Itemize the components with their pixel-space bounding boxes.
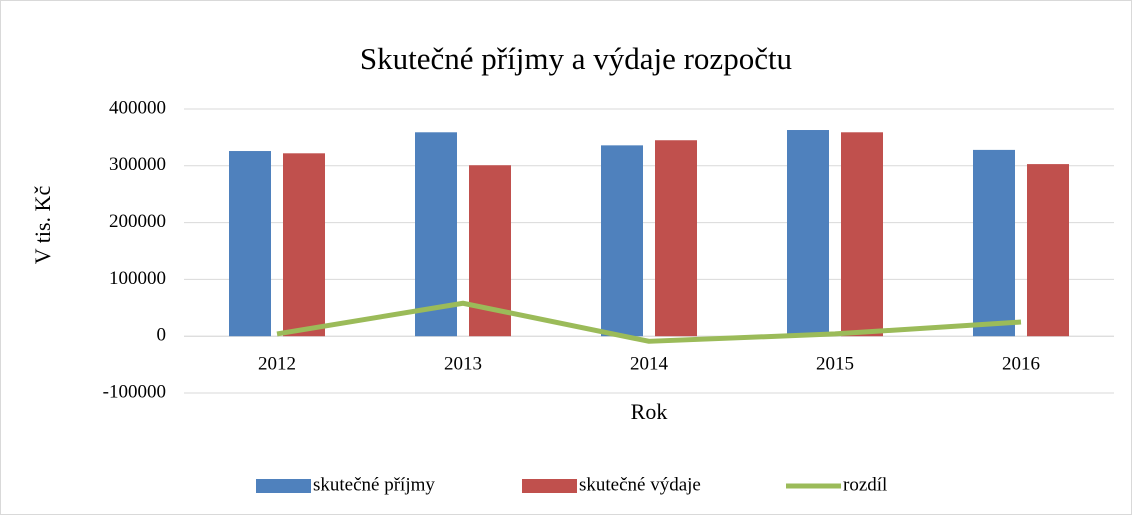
x-axis-label: Rok — [631, 399, 668, 424]
y-tick-label: 0 — [157, 325, 167, 346]
bar — [415, 132, 457, 337]
chart-title: Skutečné příjmy a výdaje rozpočtu — [360, 41, 792, 76]
legend-label: skutečné příjmy — [313, 474, 435, 495]
y-tick-label: 100000 — [109, 268, 166, 289]
x-tick-label: 2016 — [1002, 354, 1040, 375]
y-tick-label: 200000 — [109, 211, 166, 232]
bar — [1027, 164, 1069, 337]
line — [276, 300, 1022, 344]
bar — [655, 140, 697, 337]
legend-label: skutečné výdaje — [579, 474, 701, 495]
legend-swatch — [256, 479, 311, 493]
bar — [229, 151, 271, 337]
legend-swatch — [522, 479, 577, 493]
x-tick-label: 2015 — [816, 354, 854, 375]
x-tick-label: 2013 — [444, 354, 482, 375]
x-tick-label: 2012 — [258, 354, 296, 375]
legend-label: rozdíl — [843, 474, 887, 495]
y-tick-label: 400000 — [109, 97, 166, 118]
bar — [973, 149, 1015, 337]
bar — [601, 145, 643, 337]
bar — [841, 132, 883, 337]
y-tick-label: 300000 — [109, 154, 166, 175]
y-tick-label: -100000 — [103, 381, 166, 402]
bar — [283, 153, 325, 337]
bar — [787, 130, 829, 337]
y-axis-label: V tis. Kč — [30, 186, 55, 265]
x-tick-label: 2014 — [630, 354, 669, 375]
